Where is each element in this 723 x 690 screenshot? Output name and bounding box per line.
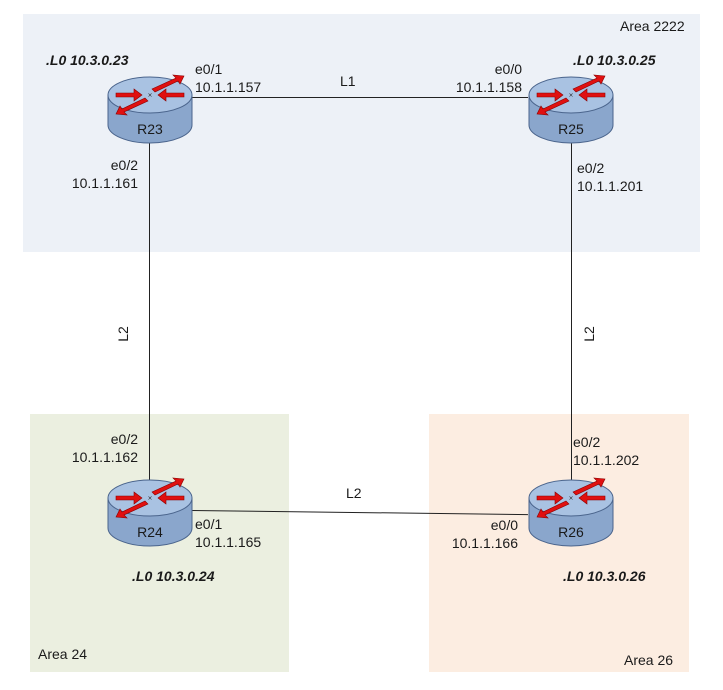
router-r25-name: R25 — [558, 121, 584, 137]
router-r26-name: R26 — [558, 524, 584, 540]
r26-loopback: .L0 10.3.0.26 — [563, 568, 646, 584]
r25-e00-ip: 10.1.1.158 — [455, 79, 522, 95]
r23-e02-ip: 10.1.1.161 — [71, 175, 138, 191]
link-label-top: L1 — [340, 73, 356, 89]
svg-text:×: × — [147, 92, 152, 99]
r26-e00-ip: 10.1.1.166 — [451, 535, 518, 551]
link-r23-r25 — [192, 97, 528, 98]
r23-e02-label: e0/2 10.1.1.161 — [40, 156, 138, 192]
area-24-label: Area 24 — [38, 646, 88, 662]
router-r26[interactable]: × R26 — [527, 476, 615, 552]
r23-e01-label: e0/1 10.1.1.157 — [195, 60, 261, 96]
area-2222-label: Area 2222 — [620, 18, 685, 34]
r25-e00-port: e0/0 — [494, 61, 522, 77]
r24-e02-label: e0/2 10.1.1.162 — [40, 430, 138, 466]
r23-e02-port: e0/2 — [110, 157, 138, 173]
r23-e01-port: e0/1 — [195, 61, 223, 77]
r26-e00-port: e0/0 — [490, 517, 518, 533]
r25-e02-label: e0/2 10.1.1.201 — [577, 159, 643, 195]
router-r24-name: R24 — [137, 524, 163, 540]
r25-e00-label: e0/0 10.1.1.158 — [420, 60, 522, 96]
r24-loopback: .L0 10.3.0.24 — [132, 568, 215, 584]
r26-e02-ip: 10.1.1.202 — [573, 452, 640, 468]
router-icon: × — [107, 74, 193, 144]
area-26-label: Area 26 — [624, 652, 674, 668]
router-r25[interactable]: × R25 — [527, 73, 615, 149]
link-label-right: L2 — [581, 326, 597, 342]
router-icon: × — [528, 477, 614, 547]
router-icon: × — [528, 74, 614, 144]
r25-e02-port: e0/2 — [577, 160, 605, 176]
svg-text:×: × — [568, 92, 573, 99]
link-label-bottom: L2 — [346, 485, 362, 501]
r25-loopback: .L0 10.3.0.25 — [573, 52, 656, 68]
r24-e01-ip: 10.1.1.165 — [195, 534, 262, 550]
r24-e02-port: e0/2 — [110, 431, 138, 447]
r24-e02-ip: 10.1.1.162 — [71, 449, 138, 465]
router-icon: × — [107, 477, 193, 547]
link-r23-r24 — [149, 140, 150, 480]
svg-text:×: × — [147, 495, 152, 502]
r23-loopback: .L0 10.3.0.23 — [46, 52, 129, 68]
r24-e01-port: e0/1 — [195, 516, 223, 532]
router-r23[interactable]: × R23 — [106, 73, 194, 149]
router-r23-name: R23 — [137, 121, 163, 137]
r26-e02-label: e0/2 10.1.1.202 — [573, 433, 639, 469]
r26-e00-label: e0/0 10.1.1.166 — [418, 516, 518, 552]
r23-e01-ip: 10.1.1.157 — [195, 79, 262, 95]
r24-e01-label: e0/1 10.1.1.165 — [195, 515, 261, 551]
r26-e02-port: e0/2 — [573, 434, 601, 450]
link-label-left: L2 — [115, 326, 131, 342]
router-r24[interactable]: × R24 — [106, 476, 194, 552]
r25-e02-ip: 10.1.1.201 — [577, 178, 644, 194]
svg-text:×: × — [568, 495, 573, 502]
link-r25-r26 — [571, 140, 572, 480]
